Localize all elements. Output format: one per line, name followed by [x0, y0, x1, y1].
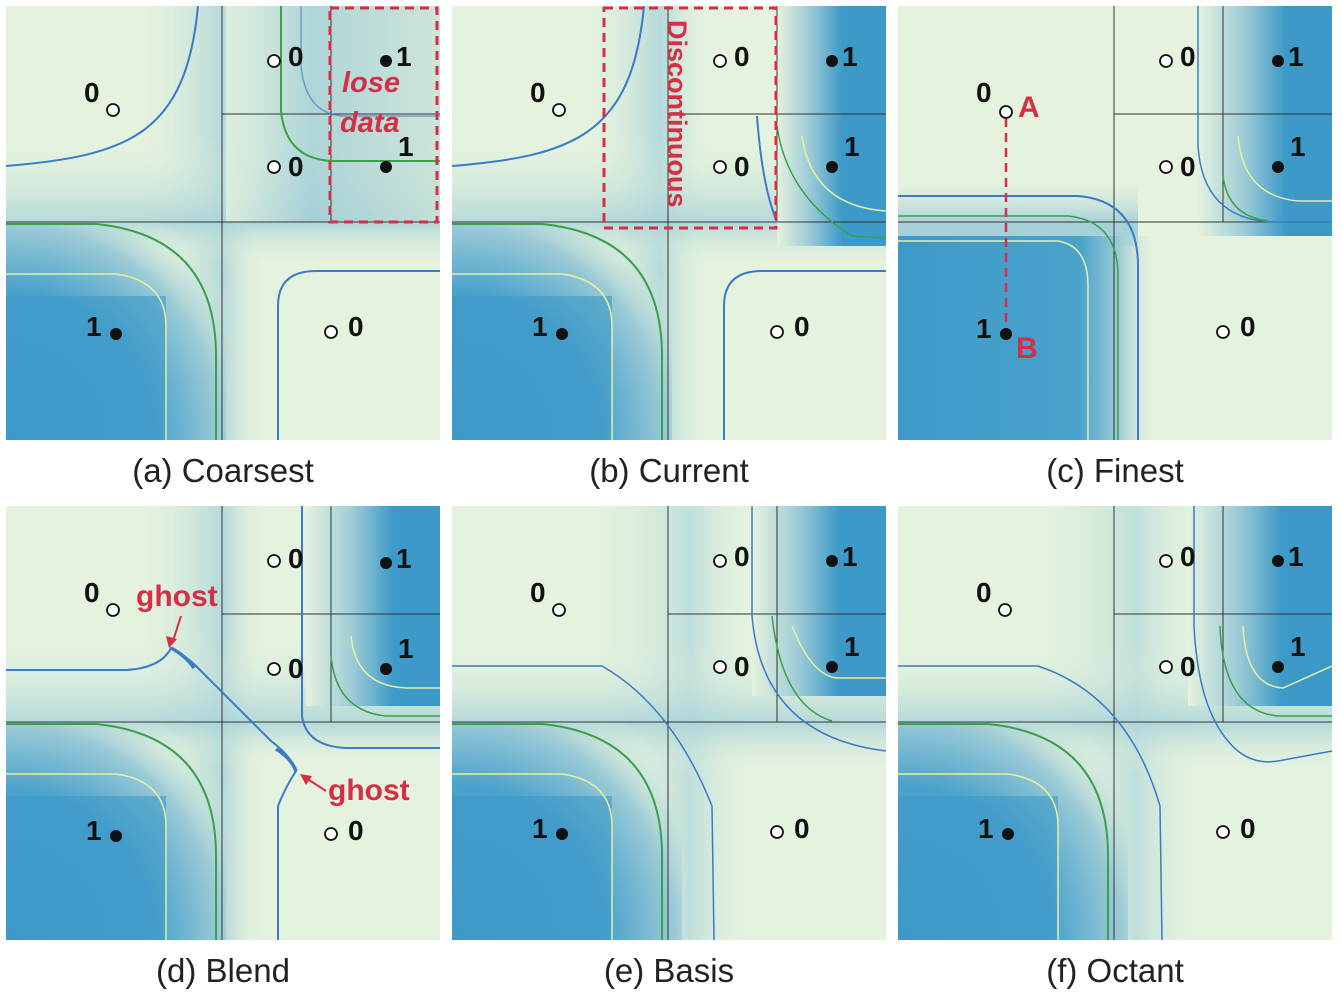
pt-label: 1 — [842, 541, 858, 572]
pt-label: 1 — [532, 311, 548, 342]
pt-label: 0 — [734, 651, 750, 682]
pt-label: 0 — [1180, 151, 1196, 182]
pt-label: 0 — [84, 577, 100, 608]
pt-label: 1 — [396, 543, 412, 574]
lose-data-label: data — [340, 107, 400, 139]
caption-octant: (f) Octant — [1046, 952, 1184, 989]
pt-label: 1 — [398, 131, 414, 162]
blend-field: 0 1 0 0 0 1 1 ghost ghost — [6, 506, 440, 940]
pt-label: 0 — [348, 311, 364, 342]
pt-label: 0 — [530, 77, 546, 108]
pt-label: 0 — [288, 151, 304, 182]
pt-label: 0 — [84, 77, 100, 108]
pt-label: 0 — [1180, 41, 1196, 72]
current-field: 0 1 0 0 0 1 1 Discontinuous — [452, 6, 886, 440]
arrowhead-icon — [300, 774, 312, 785]
panel-blend: 0 1 0 0 0 1 1 ghost ghost — [6, 506, 440, 940]
pt-label: 0 — [348, 815, 364, 846]
finest-field: 0 A 1 B 0 0 0 1 1 — [898, 6, 1332, 440]
pt-label: 0 — [976, 77, 992, 108]
panel-finest: 0 A 1 B 0 0 0 1 1 — [898, 6, 1332, 440]
basis-field: 0 1 0 0 0 1 1 — [452, 506, 886, 940]
pt-label: 1 — [1288, 541, 1304, 572]
point-b-label: B — [1016, 332, 1038, 365]
pt-label: 1 — [1288, 41, 1304, 72]
pt-label: 0 — [288, 543, 304, 574]
caption-blend: (d) Blend — [156, 952, 290, 989]
pt-label: 0 — [530, 577, 546, 608]
caption-current: (b) Current — [589, 452, 749, 489]
ghost-label: ghost — [328, 774, 410, 807]
pt-label: 1 — [844, 131, 860, 162]
pt-label: 0 — [734, 151, 750, 182]
lose-data-box — [328, 6, 439, 224]
pt-label: 1 — [844, 631, 860, 662]
pt-label: 1 — [532, 813, 548, 844]
pt-label: 0 — [734, 541, 750, 572]
pt-label: 0 — [976, 577, 992, 608]
panel-current: 0 1 0 0 0 1 1 Discontinuous — [452, 6, 886, 440]
panel-coarsest: 0 1 0 0 0 1 1 lose data — [6, 6, 440, 440]
caption-coarsest: (a) Coarsest — [132, 452, 314, 489]
pt-label: 0 — [1180, 651, 1196, 682]
point-a-label: A — [1018, 91, 1040, 124]
coarsest-field: 0 1 0 0 0 1 1 lose data — [6, 6, 440, 440]
pt-label: 0 — [288, 653, 304, 684]
pt-label: 0 — [794, 311, 810, 342]
ghost-label: ghost — [136, 580, 218, 613]
lose-data-label: lose — [342, 67, 400, 99]
pt-label: 1 — [976, 313, 992, 344]
pt-label: 1 — [86, 815, 102, 846]
pt-label: 0 — [794, 813, 810, 844]
caption-basis: (e) Basis — [603, 952, 735, 989]
pt-label: 0 — [288, 41, 304, 72]
pt-label: 1 — [978, 813, 994, 844]
pt-label: 1 — [86, 311, 102, 342]
caption-finest: (c) Finest — [1046, 452, 1184, 489]
pt-label: 1 — [842, 41, 858, 72]
panel-octant: 0 1 0 0 0 1 1 — [898, 506, 1332, 940]
pt-label: 0 — [1180, 541, 1196, 572]
discontinuous-label: Discontinuous — [662, 20, 692, 208]
pt-label: 1 — [398, 633, 414, 664]
pt-label: 1 — [1290, 631, 1306, 662]
octant-field: 0 1 0 0 0 1 1 — [898, 506, 1332, 940]
panel-basis: 0 1 0 0 0 1 1 — [452, 506, 886, 940]
pt-label: 0 — [1240, 813, 1256, 844]
pt-label: 1 — [396, 41, 412, 72]
pt-label: 0 — [734, 41, 750, 72]
arrowhead-icon — [166, 636, 177, 648]
pt-label: 0 — [1240, 311, 1256, 342]
pt-label: 1 — [1290, 131, 1306, 162]
